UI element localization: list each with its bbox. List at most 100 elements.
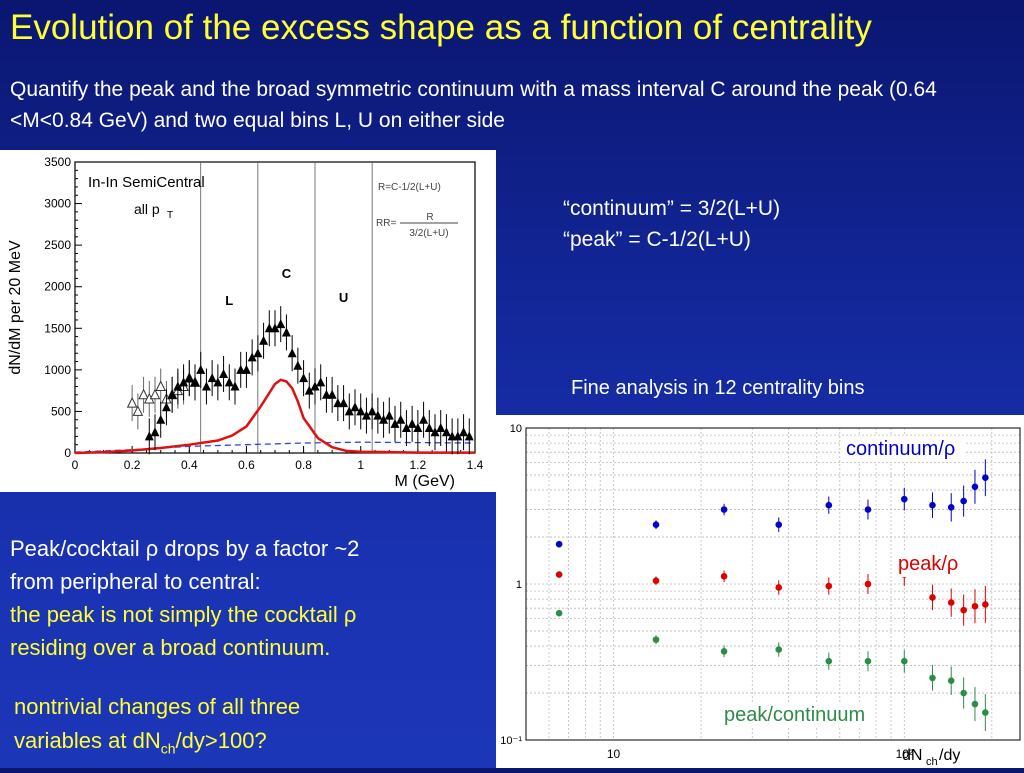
filled-triangle-point — [407, 418, 417, 428]
y-tick-label: 1500 — [44, 321, 71, 335]
para2-line2: variables at dNch/dy>100? — [14, 724, 484, 765]
y-tick-label: 10 — [510, 423, 522, 435]
data-point — [929, 674, 936, 682]
filled-triangle-point — [344, 406, 354, 416]
filled-triangle-point — [339, 398, 349, 408]
formula-rr-num: R — [426, 212, 433, 223]
filled-triangle-point — [390, 418, 400, 428]
filled-triangle-point — [173, 381, 183, 391]
series-label: peak/ρ — [898, 553, 958, 575]
filled-triangle-point — [247, 352, 257, 362]
data-point — [982, 709, 989, 716]
filled-triangle-point — [367, 406, 377, 416]
formula-rr-lhs: RR= — [376, 218, 396, 229]
data-point — [929, 594, 936, 601]
data-point — [775, 646, 783, 653]
filled-triangle-point — [453, 431, 463, 441]
x-tick-label: 1 — [357, 458, 364, 472]
filled-triangle-point — [316, 377, 326, 387]
x-tick-label: 10 — [607, 747, 621, 761]
filled-triangle-point — [219, 369, 229, 379]
filled-triangle-point — [419, 414, 429, 424]
data-point — [652, 636, 660, 643]
fine-analysis-note: Fine analysis in 12 centrality bins — [571, 377, 865, 399]
formula-r: R=C-1/2(L+U) — [378, 182, 441, 193]
y-tick-label: 3000 — [44, 197, 71, 211]
para1-line1: Peak/cocktail ρ drops by a factor ~2 — [10, 536, 360, 561]
data-point — [652, 577, 660, 584]
x-tick-label: 10² — [896, 747, 913, 761]
filled-triangle-point — [304, 385, 314, 395]
chart-label-sub: all p — [134, 201, 160, 217]
filled-triangle-point — [356, 406, 366, 416]
filled-triangle-point — [190, 377, 200, 387]
y-tick-label: 500 — [51, 404, 71, 418]
filled-triangle-point — [253, 348, 263, 358]
y-tick-label: 2000 — [44, 280, 71, 294]
filled-triangle-point — [224, 377, 234, 387]
data-point — [825, 501, 833, 509]
filled-triangle-point — [413, 423, 423, 433]
filled-triangle-point — [401, 423, 411, 433]
mass-spectrum-panel: 0 500 1000 1500 2000 2500 3000 3500 0 0.2 0.4 0.6 0.… — [0, 150, 496, 492]
data-point — [720, 573, 728, 580]
data-point — [982, 474, 989, 482]
data-point — [947, 677, 955, 684]
para2-line1: nontrivial changes of all three — [14, 694, 301, 719]
filled-triangle-point — [379, 414, 389, 424]
filled-triangle-point — [321, 389, 331, 399]
data-point — [775, 584, 783, 591]
plot-frame — [525, 427, 1021, 741]
region-label-l: L — [225, 293, 233, 308]
data-point — [775, 521, 783, 528]
definitions: “continuum” = 3/2(L+U) “peak” = C-1/2(L+… — [563, 193, 780, 255]
filled-triangle-point — [144, 431, 154, 441]
filled-triangle-point — [287, 348, 297, 358]
data-point — [982, 601, 989, 608]
data-point — [825, 582, 833, 590]
filled-triangle-point — [161, 402, 171, 412]
filled-triangle-point — [384, 410, 394, 420]
data-point — [960, 497, 967, 505]
intro-text: Quantify the peak and the broad symmetri… — [10, 78, 937, 132]
data-point — [900, 495, 908, 503]
open-triangle-point — [155, 380, 167, 391]
region-label-c: C — [282, 266, 292, 281]
filled-triangle-point — [230, 381, 240, 391]
y-tick-label: 10⁻¹ — [500, 735, 522, 747]
filled-triangle-point — [167, 389, 177, 399]
peak-definition: “peak” = C-1/2(L+U) — [563, 228, 751, 251]
data-point — [960, 606, 967, 614]
slide-title: Evolution of the excess shape as a funct… — [10, 8, 872, 47]
data-point — [720, 648, 728, 655]
y-tick-label: 3500 — [44, 155, 71, 169]
filled-triangle-point — [270, 323, 280, 333]
open-triangle-point — [132, 405, 144, 416]
x-tick-label: 1.4 — [467, 458, 484, 472]
filled-triangle-point — [241, 364, 251, 374]
filled-triangle-point — [201, 381, 211, 391]
data-point — [864, 506, 872, 513]
open-triangle-point — [126, 396, 138, 408]
data-point — [864, 657, 872, 665]
region-label-u: U — [339, 290, 348, 305]
open-triangle-point — [149, 388, 161, 400]
filled-triangle-point — [436, 423, 446, 433]
data-point — [971, 483, 979, 491]
filled-triangle-point — [184, 373, 194, 383]
filled-triangle-point — [179, 377, 189, 387]
x-tick-label: 0.2 — [124, 458, 141, 472]
data-point — [929, 501, 936, 509]
data-point — [652, 521, 660, 528]
question-paragraph: nontrivial changes of all three variable… — [14, 690, 484, 765]
filled-triangle-point — [156, 414, 166, 424]
para2-line2-pre: variables at dN — [14, 728, 161, 753]
para1-line2: from peripheral to central: — [10, 569, 261, 594]
dashed-baseline-line — [74, 441, 476, 453]
filled-triangle-point — [196, 364, 206, 374]
para1-line4: residing over a broad continuum. — [10, 635, 331, 660]
filled-triangle-point — [441, 427, 451, 437]
x-axis-label-subscript: ch — [926, 756, 938, 768]
chart-label-sub-subscript: T — [167, 210, 173, 221]
